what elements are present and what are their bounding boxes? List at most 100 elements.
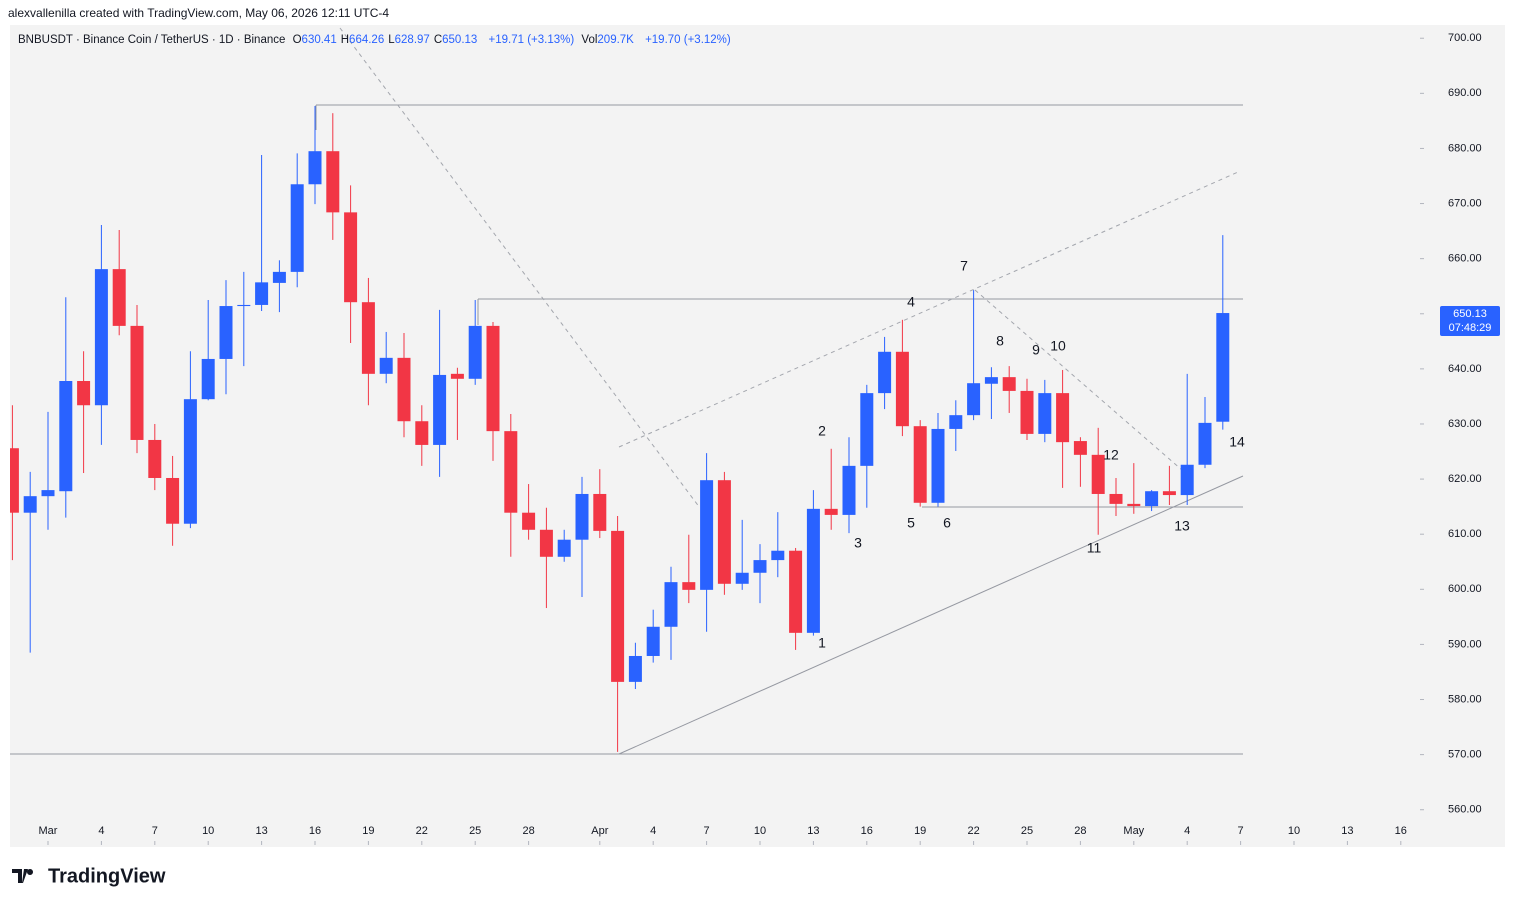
candle-body (611, 530, 625, 682)
candles (10, 106, 1230, 752)
candle-body (219, 306, 233, 359)
candle-body (379, 357, 393, 374)
candle-body (593, 493, 607, 531)
candle-body (344, 212, 358, 303)
countdown-label: 07:48:29 (1449, 322, 1492, 334)
y-tick-label: 640.00 (1448, 363, 1482, 375)
wave-label: 2 (818, 423, 826, 439)
candle-body (361, 302, 375, 374)
candle-body (290, 184, 304, 272)
wave-label: 3 (854, 535, 862, 551)
ohlc-label: C (433, 34, 443, 46)
x-tick-label: 19 (914, 825, 926, 837)
x-tick-label: Mar (39, 825, 58, 837)
y-tick-label: 660.00 (1448, 253, 1482, 265)
wave-label: 11 (1087, 540, 1102, 556)
candle-body (878, 351, 892, 394)
volume-label: Vol (581, 34, 598, 46)
y-tick-label: 690.00 (1448, 87, 1482, 99)
x-tick-label: 4 (650, 825, 656, 837)
dashed-trend-line (339, 27, 701, 509)
candle-body (646, 626, 660, 656)
wave-label: 12 (1103, 447, 1119, 463)
x-tick-label: 7 (152, 825, 158, 837)
candle-body (895, 351, 909, 427)
trend-line (618, 475, 1244, 755)
candle-body (931, 428, 945, 503)
candle-body (130, 325, 144, 440)
logo: TradingView (12, 865, 166, 887)
ohlc: O630.41 H664.26 L628.97 C650.13 (293, 34, 482, 46)
x-tick-label: 28 (1074, 825, 1086, 837)
candle-body (575, 493, 589, 540)
candle-body (1145, 491, 1159, 507)
candle-body (1073, 441, 1087, 455)
ohlc-value: 628.97 (394, 34, 430, 46)
x-tick-label: 19 (362, 825, 374, 837)
x-tick-label: 10 (754, 825, 766, 837)
y-tick-label: 590.00 (1448, 638, 1482, 650)
dashed-trend-line (618, 171, 1239, 448)
wave-label: 9 (1032, 342, 1040, 358)
x-tick-label: 16 (1395, 825, 1407, 837)
x-tick-label: 10 (202, 825, 214, 837)
candle-body (557, 539, 571, 557)
candle-body (700, 480, 714, 590)
candle-body (237, 304, 251, 307)
candle-body (682, 582, 696, 590)
logo-text: TradingView (48, 865, 166, 887)
candle-body (1020, 390, 1034, 434)
wave-label: 6 (943, 515, 951, 531)
candle-body (860, 393, 874, 466)
x-tick-label: 7 (1238, 825, 1244, 837)
candle-body (1002, 377, 1016, 391)
candle-body (522, 512, 536, 530)
candle-body (717, 480, 731, 584)
candle-body (824, 508, 838, 515)
wave-label: 14 (1229, 434, 1245, 450)
candle-body (789, 550, 803, 633)
candle-body (183, 399, 197, 524)
x-tick-label: 13 (1341, 825, 1353, 837)
candle-body (468, 325, 482, 379)
wave-label: 8 (996, 333, 1004, 349)
candle-body (166, 477, 180, 524)
candle-body (913, 426, 927, 503)
candle-body (397, 357, 411, 422)
dashed-trend-line (974, 289, 1183, 471)
y-tick-label: 610.00 (1448, 528, 1482, 540)
candle-body (77, 380, 91, 406)
y-tick-label: 580.00 (1448, 693, 1482, 705)
candle-body (272, 271, 286, 283)
y-tick-label: 670.00 (1448, 197, 1482, 209)
candle-body (433, 374, 447, 445)
candle-body (504, 431, 518, 513)
x-tick-label: 13 (807, 825, 819, 837)
change: +19.71 (+3.13%) (488, 34, 575, 46)
candle-body (539, 529, 553, 557)
last-price-label: 650.13 (1453, 308, 1487, 320)
candle-body (10, 448, 19, 513)
candle-body (1198, 422, 1212, 465)
candle-body (1056, 393, 1070, 443)
candle-body (486, 325, 500, 432)
volume-value: 209.7K (597, 34, 634, 46)
candle-body (842, 465, 856, 515)
candle-body (59, 380, 73, 492)
candle-body (415, 421, 429, 445)
volume-change: +19.70 (+3.12%) (645, 34, 731, 46)
candle-body (1038, 393, 1052, 434)
candle-body (1216, 313, 1230, 422)
x-tick-label: 22 (967, 825, 979, 837)
candle-body (201, 358, 215, 400)
candle-body (308, 151, 322, 185)
y-tick-label: 600.00 (1448, 583, 1482, 595)
candle-body (450, 373, 464, 379)
candle-body (326, 151, 340, 213)
x-tick-label: 13 (255, 825, 267, 837)
x-tick-label: 25 (469, 825, 481, 837)
ohlc-label: O (292, 34, 302, 46)
wave-label: 1 (818, 635, 826, 651)
